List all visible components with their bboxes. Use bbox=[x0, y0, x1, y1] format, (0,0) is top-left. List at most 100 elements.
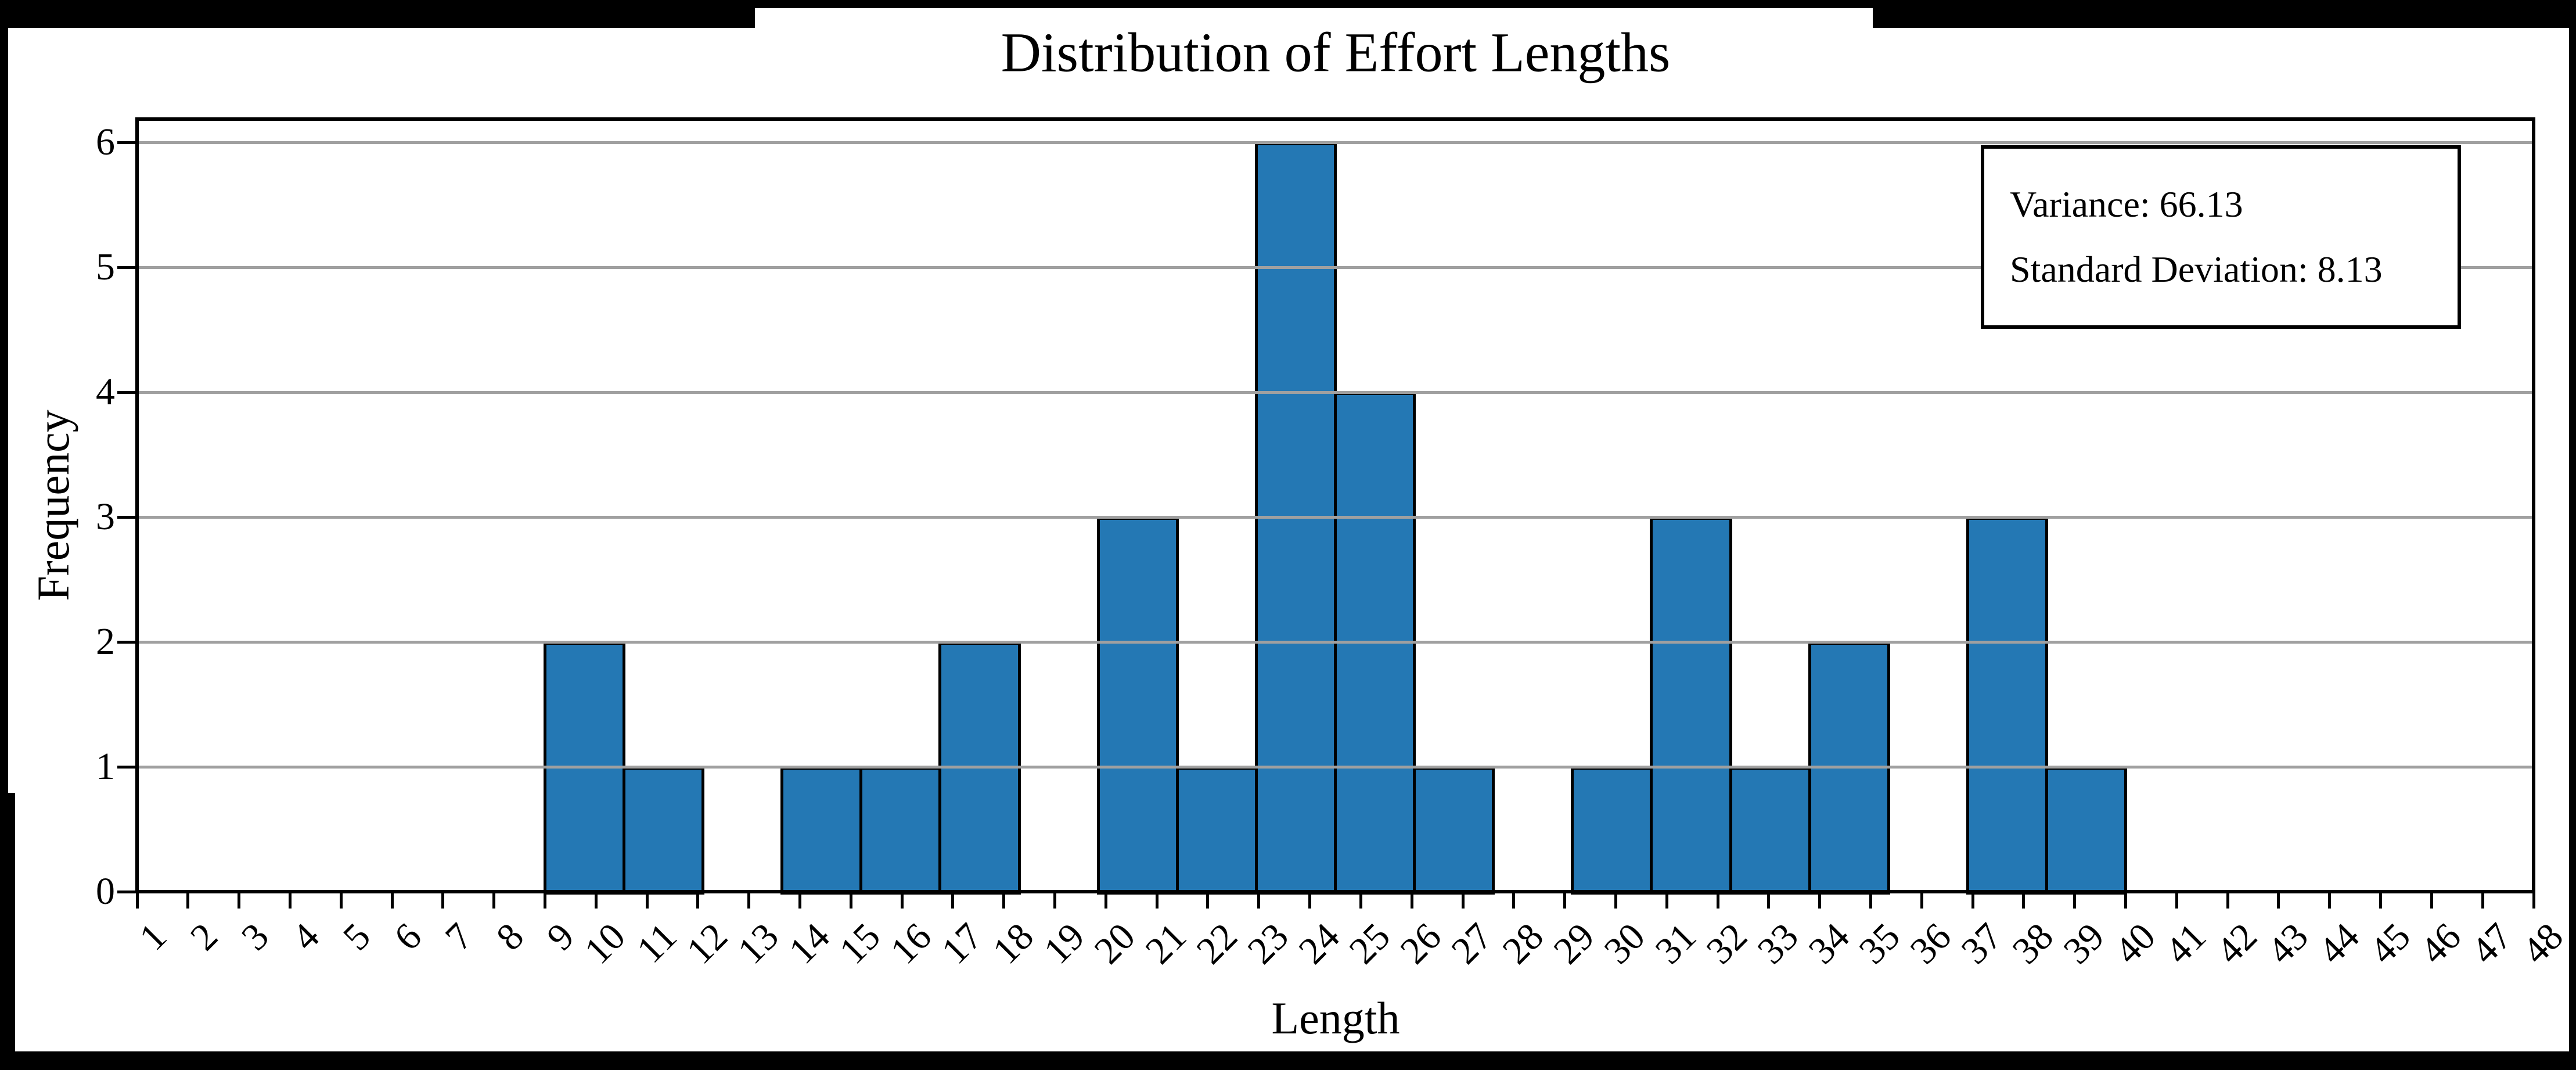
x-tick-label: 25 bbox=[1341, 915, 1399, 972]
x-tick-label: 3 bbox=[233, 915, 277, 959]
x-tick-mark bbox=[339, 893, 343, 909]
x-tick-label: 5 bbox=[335, 915, 379, 959]
x-tick-label: 47 bbox=[2463, 915, 2521, 972]
x-tick-mark bbox=[2073, 893, 2077, 909]
y-tick-label: 3 bbox=[96, 495, 115, 538]
x-tick-label: 26 bbox=[1392, 915, 1450, 972]
x-tick-mark bbox=[1971, 893, 1974, 909]
x-tick-mark bbox=[186, 893, 190, 909]
x-tick-label: 23 bbox=[1239, 915, 1297, 972]
x-tick-mark bbox=[1206, 893, 1210, 909]
x-tick-mark bbox=[1920, 893, 1923, 909]
x-tick-label: 19 bbox=[1035, 915, 1093, 972]
x-tick-label: 36 bbox=[1902, 915, 1960, 972]
x-tick-label: 34 bbox=[1800, 915, 1858, 972]
x-tick-label: 1 bbox=[131, 915, 175, 959]
x-tick-label: 22 bbox=[1188, 915, 1246, 972]
x-tick-mark bbox=[1359, 893, 1362, 909]
x-tick-mark bbox=[1665, 893, 1668, 909]
histogram-bar bbox=[780, 767, 863, 895]
x-tick-mark bbox=[2226, 893, 2229, 909]
gridline bbox=[137, 265, 2534, 269]
x-tick-mark bbox=[1257, 893, 1261, 909]
x-tick-label: 45 bbox=[2361, 915, 2419, 972]
window-chrome-bottom-left bbox=[0, 793, 15, 1051]
x-tick-mark bbox=[951, 893, 955, 909]
gridline bbox=[137, 515, 2534, 519]
x-tick-mark bbox=[1563, 893, 1567, 909]
x-tick-label: 38 bbox=[2004, 915, 2061, 972]
x-tick-label: 33 bbox=[1749, 915, 1807, 972]
y-tick-mark bbox=[117, 640, 135, 644]
y-tick-mark bbox=[117, 890, 135, 893]
x-tick-label: 42 bbox=[2208, 915, 2266, 972]
x-tick-mark bbox=[1614, 893, 1617, 909]
x-tick-mark bbox=[2022, 893, 2025, 909]
y-axis-label: Frequency bbox=[28, 410, 78, 601]
y-tick-mark bbox=[117, 141, 135, 144]
std-deviation-value: Standard Deviation: 8.13 bbox=[2010, 249, 2383, 290]
x-tick-label: 18 bbox=[984, 915, 1042, 972]
x-tick-mark bbox=[2379, 893, 2383, 909]
x-tick-mark bbox=[2328, 893, 2332, 909]
x-tick-mark bbox=[747, 893, 751, 909]
histogram-bar bbox=[1254, 142, 1337, 895]
y-tick-label: 5 bbox=[96, 246, 115, 288]
y-tick-mark bbox=[117, 390, 135, 394]
x-tick-mark bbox=[1308, 893, 1312, 909]
x-tick-mark bbox=[2481, 893, 2484, 909]
x-tick-mark bbox=[645, 893, 649, 909]
histogram-bar bbox=[1650, 517, 1732, 895]
x-tick-label: 11 bbox=[628, 915, 685, 971]
x-tick-label: 41 bbox=[2157, 915, 2215, 972]
x-tick-label: 8 bbox=[488, 915, 532, 959]
x-tick-mark bbox=[2175, 893, 2178, 909]
top-spine bbox=[135, 117, 2535, 121]
x-tick-label: 7 bbox=[437, 915, 481, 959]
x-tick-mark bbox=[1155, 893, 1159, 909]
x-tick-label: 6 bbox=[386, 915, 430, 959]
x-tick-label: 44 bbox=[2310, 915, 2368, 972]
histogram-bar bbox=[1096, 517, 1179, 895]
x-tick-mark bbox=[288, 893, 292, 909]
x-tick-mark bbox=[1002, 893, 1006, 909]
x-tick-mark bbox=[900, 893, 904, 909]
x-tick-mark bbox=[2277, 893, 2280, 909]
x-tick-mark bbox=[1461, 893, 1465, 909]
x-tick-label: 39 bbox=[2055, 915, 2113, 972]
x-tick-mark bbox=[390, 893, 394, 909]
y-tick-mark bbox=[117, 265, 135, 269]
x-tick-label: 27 bbox=[1443, 915, 1501, 972]
histogram-bar bbox=[2045, 767, 2128, 895]
x-tick-mark bbox=[696, 893, 700, 909]
y-tick-label: 1 bbox=[96, 745, 115, 788]
x-tick-mark bbox=[2124, 893, 2128, 909]
x-tick-mark bbox=[492, 893, 496, 909]
x-tick-label: 31 bbox=[1647, 915, 1705, 972]
y-tick-label: 0 bbox=[96, 870, 115, 913]
histogram-bar bbox=[1729, 767, 1811, 895]
x-tick-mark bbox=[1767, 893, 1771, 909]
x-tick-mark bbox=[2430, 893, 2433, 909]
y-tick-label: 4 bbox=[96, 371, 115, 413]
x-tick-label: 9 bbox=[539, 915, 583, 959]
window-chrome-top-left bbox=[0, 0, 755, 28]
x-tick-label: 29 bbox=[1545, 915, 1603, 972]
histogram-bar bbox=[938, 642, 1021, 895]
x-axis-label: Length bbox=[1271, 993, 1400, 1043]
x-tick-mark bbox=[1716, 893, 1719, 909]
x-tick-label: 35 bbox=[1851, 915, 1909, 972]
histogram-bar bbox=[1334, 392, 1416, 895]
x-tick-mark bbox=[849, 893, 852, 909]
histogram-bar bbox=[1175, 767, 1258, 895]
x-tick-label: 12 bbox=[678, 915, 736, 972]
histogram-bar bbox=[859, 767, 942, 895]
x-tick-label: 30 bbox=[1596, 915, 1654, 972]
x-tick-label: 20 bbox=[1086, 915, 1144, 972]
y-tick-mark bbox=[117, 515, 135, 519]
histogram-bar bbox=[543, 642, 626, 895]
x-tick-label: 10 bbox=[576, 915, 634, 972]
x-tick-mark bbox=[441, 893, 445, 909]
x-tick-label: 43 bbox=[2259, 915, 2316, 972]
